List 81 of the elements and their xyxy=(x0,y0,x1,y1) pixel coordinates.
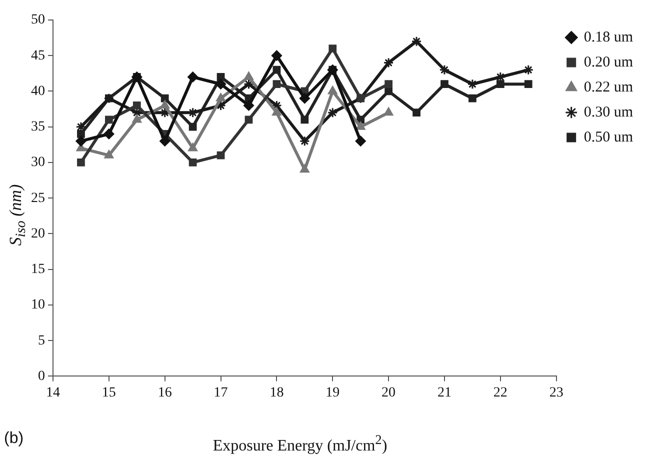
x-tick-label: 16 xyxy=(158,385,172,400)
y-tick-label: 0 xyxy=(38,368,45,384)
point xyxy=(216,151,225,160)
point xyxy=(411,36,422,47)
point xyxy=(468,94,476,102)
point xyxy=(216,73,225,81)
point xyxy=(244,116,253,124)
point xyxy=(104,116,113,124)
point xyxy=(216,78,226,90)
point xyxy=(384,80,392,88)
point xyxy=(272,80,281,88)
x-tick-label: 21 xyxy=(437,385,452,400)
point xyxy=(243,78,254,90)
point xyxy=(188,158,197,166)
point xyxy=(356,122,366,130)
legend-label: 0.30 um xyxy=(584,104,634,120)
point xyxy=(216,93,226,102)
point xyxy=(77,130,85,138)
legend-label: 0.18 um xyxy=(584,29,634,46)
x-tick-label: 15 xyxy=(102,385,116,400)
point xyxy=(132,114,142,123)
x-tick-label: 17 xyxy=(214,385,228,400)
point xyxy=(328,44,337,52)
point xyxy=(383,57,394,68)
x-tick-label: 22 xyxy=(493,385,508,400)
point xyxy=(496,80,504,88)
x-tick-label: 23 xyxy=(549,385,564,400)
point xyxy=(160,100,170,108)
point xyxy=(243,100,254,111)
x-tick-label: 14 xyxy=(46,385,60,400)
x-tick-label: 18 xyxy=(270,385,284,400)
point xyxy=(188,122,197,131)
point xyxy=(272,107,282,116)
point xyxy=(76,122,86,132)
point xyxy=(299,136,310,146)
point xyxy=(160,136,170,146)
y-tick-label: 45 xyxy=(31,48,45,64)
x-axis-title: Exposure Energy (mJ/cm$^{2}$) xyxy=(212,432,388,456)
point xyxy=(104,150,114,158)
point xyxy=(327,107,338,118)
point xyxy=(132,102,141,110)
point xyxy=(524,80,532,88)
point xyxy=(299,93,310,104)
point xyxy=(412,108,420,117)
y-tick-label: 40 xyxy=(31,84,45,99)
point xyxy=(216,100,226,111)
point xyxy=(439,64,450,76)
point xyxy=(467,78,478,90)
point xyxy=(244,72,254,80)
point xyxy=(188,142,198,152)
point xyxy=(355,136,366,146)
text: (b) xyxy=(4,430,24,448)
legend-label: 0.20 um xyxy=(584,54,634,70)
point xyxy=(272,66,281,74)
y-tick-label: 5 xyxy=(38,333,45,348)
point xyxy=(188,72,198,82)
y-tick-label: 15 xyxy=(31,262,45,278)
point xyxy=(300,116,309,124)
point xyxy=(523,64,534,76)
point xyxy=(188,107,198,118)
point xyxy=(495,72,506,82)
point xyxy=(440,80,448,88)
y-tick-label: 50 xyxy=(31,12,45,28)
point xyxy=(160,94,169,102)
point xyxy=(384,107,394,116)
x-tick-label: 19 xyxy=(326,385,340,400)
y-tick-label: 35 xyxy=(31,120,45,135)
point xyxy=(76,136,86,146)
point xyxy=(300,164,310,173)
y-tick-label: 20 xyxy=(31,226,45,242)
y-tick-label: 25 xyxy=(31,190,45,206)
point xyxy=(271,50,282,61)
y-tick-label: 30 xyxy=(31,155,45,170)
legend-label: 0.22 um xyxy=(584,79,634,96)
y-tick-label: 10 xyxy=(31,298,45,313)
point xyxy=(384,87,392,96)
point xyxy=(104,128,114,140)
legend-label: 0.50 um xyxy=(584,129,634,146)
point xyxy=(77,158,85,166)
x-tick-label: 20 xyxy=(382,385,396,400)
point xyxy=(328,86,338,94)
